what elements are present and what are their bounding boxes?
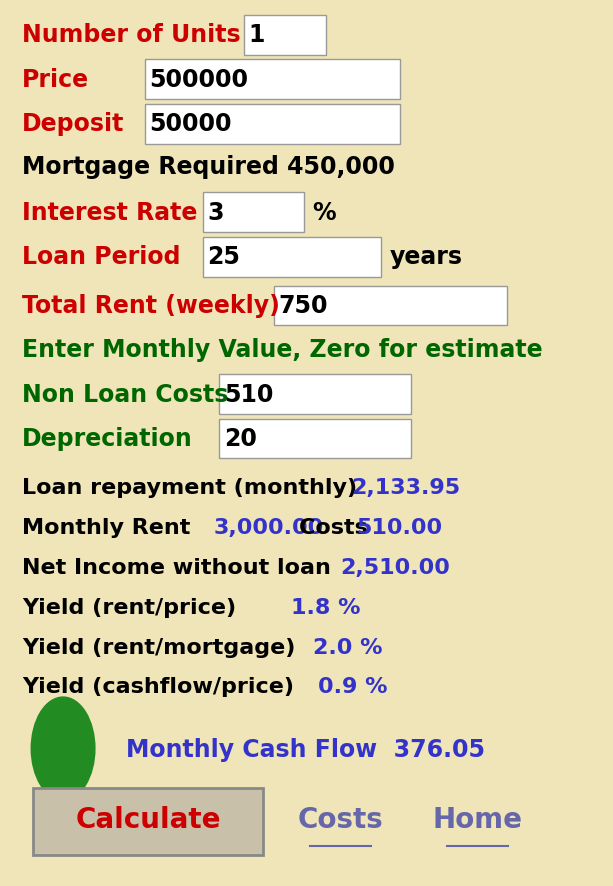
- Text: 1.8 %: 1.8 %: [291, 597, 360, 617]
- Text: 500000: 500000: [149, 67, 248, 92]
- Text: Yield (cashflow/price): Yield (cashflow/price): [22, 677, 302, 696]
- Text: 2,133.95: 2,133.95: [351, 478, 460, 497]
- Text: Interest Rate: Interest Rate: [22, 200, 197, 225]
- Text: Enter Monthly Value, Zero for estimate: Enter Monthly Value, Zero for estimate: [22, 338, 543, 362]
- Text: Home: Home: [432, 805, 522, 834]
- Text: Non Loan Costs: Non Loan Costs: [22, 382, 228, 407]
- Text: Deposit: Deposit: [22, 112, 124, 136]
- Text: years: years: [389, 245, 462, 269]
- Text: 510.00: 510.00: [357, 517, 443, 537]
- Text: Monthly Rent: Monthly Rent: [22, 517, 198, 537]
- FancyBboxPatch shape: [145, 60, 400, 100]
- Text: 0.9 %: 0.9 %: [318, 677, 387, 696]
- Text: Price: Price: [22, 67, 89, 92]
- FancyBboxPatch shape: [219, 419, 411, 459]
- Circle shape: [31, 697, 95, 800]
- Text: 1: 1: [248, 23, 264, 48]
- Text: Calculate: Calculate: [75, 805, 221, 834]
- Text: 25: 25: [207, 245, 240, 269]
- Text: 20: 20: [224, 426, 257, 451]
- Text: 3: 3: [207, 200, 224, 225]
- Text: 50000: 50000: [149, 112, 232, 136]
- Text: 3,000.00: 3,000.00: [214, 517, 324, 537]
- Text: Monthly Cash Flow  376.05: Monthly Cash Flow 376.05: [126, 736, 485, 761]
- Text: 2.0 %: 2.0 %: [313, 637, 382, 657]
- Text: Yield (rent/price): Yield (rent/price): [22, 597, 244, 617]
- Text: Depreciation: Depreciation: [22, 426, 192, 451]
- Text: 510: 510: [224, 382, 273, 407]
- Text: Net Income without loan: Net Income without loan: [22, 557, 338, 577]
- Text: Loan repayment (monthly): Loan repayment (monthly): [22, 478, 365, 497]
- FancyBboxPatch shape: [33, 789, 263, 855]
- Text: 750: 750: [279, 293, 328, 318]
- Text: %: %: [313, 200, 337, 225]
- FancyBboxPatch shape: [203, 237, 381, 277]
- FancyBboxPatch shape: [244, 16, 326, 56]
- FancyBboxPatch shape: [145, 105, 400, 144]
- FancyBboxPatch shape: [274, 286, 508, 326]
- Text: Number of Units: Number of Units: [22, 23, 240, 48]
- Text: Costs: Costs: [297, 805, 383, 834]
- FancyBboxPatch shape: [219, 375, 411, 415]
- Text: Loan Period: Loan Period: [22, 245, 180, 269]
- Text: Total Rent (weekly): Total Rent (weekly): [22, 293, 280, 318]
- FancyBboxPatch shape: [203, 193, 305, 233]
- Text: 2,510.00: 2,510.00: [340, 557, 450, 577]
- Text: Mortgage Required 450,000: Mortgage Required 450,000: [22, 154, 395, 179]
- Text: Yield (rent/mortgage): Yield (rent/mortgage): [22, 637, 303, 657]
- Text: Costs: Costs: [299, 517, 376, 537]
